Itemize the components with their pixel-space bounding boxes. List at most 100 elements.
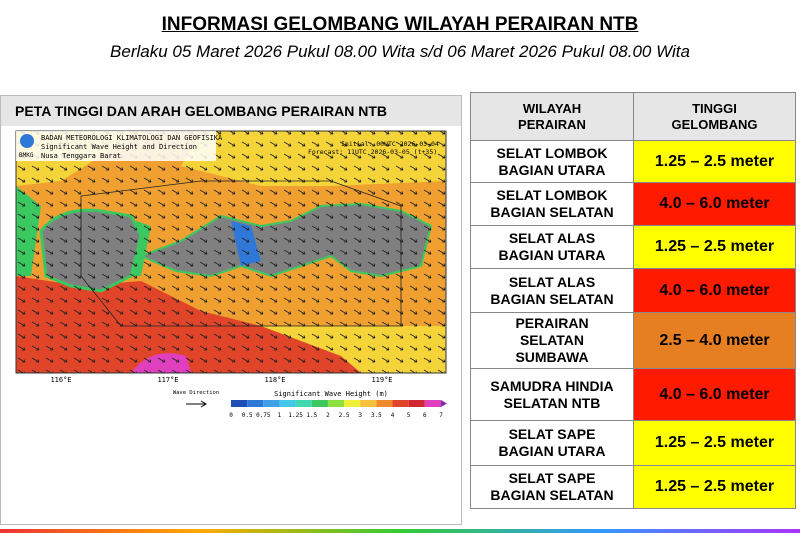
wave-height: 4.0 – 6.0 meter — [633, 368, 796, 421]
table-row: SELAT SAPE BAGIAN SELATAN 1.25 – 2.5 meter — [470, 465, 796, 509]
text-line: BAGIAN SELATAN — [490, 290, 614, 307]
text-line: SELAT SAPE — [508, 470, 596, 486]
wave-direction-arrow — [186, 400, 207, 408]
longitude-label: 117°E — [157, 376, 178, 384]
text-line: PERAIRAN — [515, 315, 589, 331]
area-name: PERAIRAN SELATAN SUMBAWA — [470, 312, 634, 369]
legend-swatch — [376, 400, 393, 407]
legend-tick-label: 3.5 — [371, 412, 382, 419]
legend-swatch — [360, 400, 377, 407]
area-boundary — [80, 180, 402, 327]
region: Nusa Tenggara Barat — [41, 152, 121, 160]
text-line: BAGIAN SELATAN — [490, 487, 614, 503]
text-line: BAGIAN UTARA — [498, 161, 606, 178]
logo: BMKG — [19, 152, 34, 159]
legend-swatch — [424, 400, 441, 407]
legend-tick-label: 3 — [358, 412, 362, 419]
wave-height: 1.25 – 2.5 meter — [633, 225, 796, 269]
wave-height: 1.25 – 2.5 meter — [633, 465, 796, 509]
legend-tick-label: 1 — [278, 412, 282, 419]
legend-tick-label: 7 — [439, 412, 443, 419]
longitude-label: 116°E — [50, 376, 71, 384]
text-line: SELAT LOMBOK — [496, 144, 608, 161]
map-frame — [15, 130, 447, 374]
area-name: SELAT LOMBOK BAGIAN UTARA — [470, 140, 634, 183]
wave-table: WILAYAH PERAIRAN TINGGI GELOMBANG SELAT LOMB… — [470, 92, 796, 509]
text-line: SELAT ALAS — [508, 230, 596, 246]
legend-tick-label: 6 — [423, 412, 427, 419]
legend-tick-label: 4 — [391, 412, 395, 419]
table-row: PERAIRAN SELATAN SUMBAWA 2.5 – 4.0 meter — [470, 312, 796, 369]
legend-tick-label: 1.25 — [288, 412, 303, 419]
legend-tick-label: 0.75 — [256, 412, 271, 419]
legend-arrow — [441, 400, 447, 407]
wave-arrows — [16, 131, 446, 373]
text-line: SELAT LOMBOK — [496, 187, 608, 203]
table-row: SELAT LOMBOK BAGIAN SELATAN 4.0 – 6.0 mete… — [470, 182, 796, 226]
wave-height: 2.5 – 4.0 meter — [633, 312, 796, 369]
forecast: Forecast: 11UTC 2026-03-05 (t+35) — [308, 148, 437, 156]
legend-swatch — [327, 400, 345, 407]
table-row: SELAT LOMBOK BAGIAN UTARA 1.25 – 2.5 meter — [470, 140, 796, 183]
legend-swatch — [263, 400, 280, 407]
table-row: SELAT ALAS BAGIAN UTARA 1.25 – 2.5 meter — [470, 225, 796, 269]
legend-swatch — [392, 400, 409, 407]
text-line: SELAT ALAS — [508, 273, 596, 290]
legend-swatch — [295, 400, 312, 407]
logo-icon — [20, 134, 34, 148]
text-line: SELATAN NTB — [503, 394, 601, 411]
text-line: WILAYAH — [522, 100, 582, 116]
subtitle: Berlaku 05 Maret 2026 Pukul 08.00 Wita s… — [110, 42, 690, 61]
area-name: SELAT SAPE BAGIAN SELATAN — [470, 465, 634, 509]
table-row: SELAT SAPE BAGIAN UTARA 1.25 – 2.5 meter — [470, 420, 796, 466]
legend-swatch — [279, 400, 296, 407]
text-line: BAGIAN UTARA — [498, 443, 606, 459]
wave-direction-label: Wave Direction — [173, 390, 219, 396]
legend-title: Significant Wave Height (m) — [274, 390, 388, 398]
text-line: TINGGI — [692, 100, 737, 116]
wave-height: 1.25 – 2.5 meter — [633, 140, 796, 183]
legend-tick-label: 2.5 — [339, 412, 350, 419]
text-line: SELATAN — [519, 332, 585, 348]
map-header-bg — [16, 131, 216, 161]
agency: BADAN METEOROLOGI KLIMATOLOGI DAN GEOFIS… — [41, 134, 223, 142]
legend-tick-label: 0 — [229, 412, 233, 419]
longitude-label: 119°E — [371, 376, 392, 384]
legend-tick-label: 1.5 — [306, 412, 317, 419]
legend-swatch — [247, 400, 264, 407]
text-line: BAGIAN UTARA — [498, 247, 606, 263]
area-name: SELAT ALAS BAGIAN SELATAN — [470, 268, 634, 313]
longitude-label: 118°E — [264, 376, 285, 384]
panel-title: PETA TINGGI DAN ARAH GELOMBANG PERAIRAN … — [1, 96, 461, 126]
header-cell: TINGGI GELOMBANG — [633, 92, 796, 141]
area-name: SELAT LOMBOK BAGIAN SELATAN — [470, 182, 634, 226]
product: Significant Wave Height and Direction — [41, 143, 197, 151]
wave-height: 4.0 – 6.0 meter — [633, 268, 796, 313]
legend-tick-label: 0.5 — [242, 412, 253, 419]
text-line: PERAIRAN — [518, 116, 586, 132]
area-name: SELAT SAPE BAGIAN UTARA — [470, 420, 634, 466]
legend-swatch — [311, 400, 328, 407]
text-line: SUMBAWA — [515, 349, 589, 365]
wave-height: 4.0 – 6.0 meter — [633, 182, 796, 226]
legend-tick-label: 2 — [326, 412, 330, 419]
initial: Initial: 00UTC 2026-03-04 — [341, 140, 439, 148]
footer-strip — [0, 529, 800, 533]
text-line: GELOMBANG — [671, 116, 758, 132]
title: INFORMASI GELOMBANG WILAYAH PERAIRAN NTB — [161, 14, 639, 35]
table-row: SELAT ALAS BAGIAN SELATAN 4.0 – 6.0 meter — [470, 268, 796, 313]
legend-swatch — [344, 400, 361, 407]
wave-height: 1.25 – 2.5 meter — [633, 420, 796, 466]
area-name: SAMUDRA HINDIA SELATAN NTB — [470, 368, 634, 421]
legend-swatch — [408, 400, 425, 407]
legend-tick-label: 5 — [407, 412, 411, 419]
header-cell: WILAYAH PERAIRAN — [470, 92, 634, 141]
text-line: BAGIAN SELATAN — [490, 204, 614, 220]
area-name: SELAT ALAS BAGIAN UTARA — [470, 225, 634, 269]
text-line: SAMUDRA HINDIA — [490, 377, 614, 394]
map: BADAN METEOROLOGI KLIMATOLOGI DAN GEOFIS… — [15, 130, 447, 419]
table-row: SAMUDRA HINDIA SELATAN NTB 4.0 – 6.0 meter — [470, 368, 796, 421]
text-line: SELAT SAPE — [508, 426, 596, 442]
map-panel: PETA TINGGI DAN ARAH GELOMBANG PERAIRAN … — [0, 95, 462, 525]
